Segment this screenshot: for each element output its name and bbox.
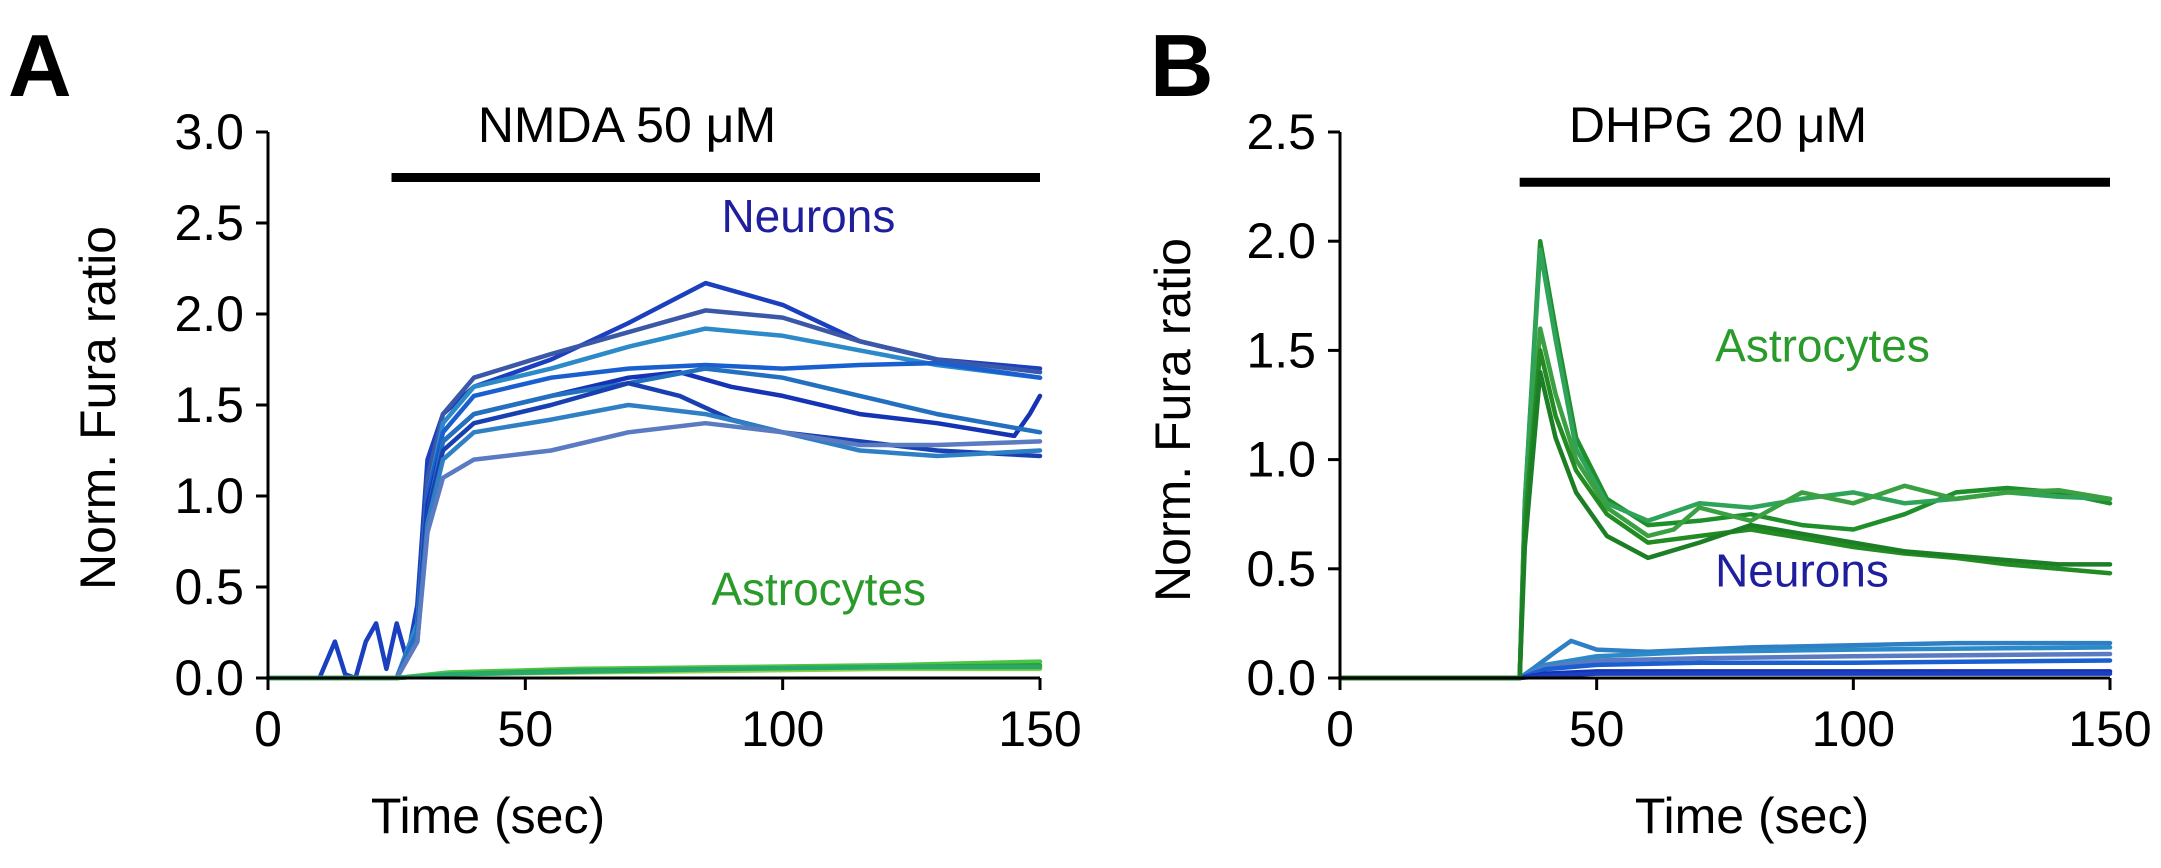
- panel-a-x-tick-label: 50: [498, 701, 554, 757]
- panel-b-trace-astrocyte-1: [1337, 238, 2113, 681]
- panel-b-y-tick-label: 1.0: [1246, 432, 1316, 488]
- panel-a-annotations: Neurons Astrocytes: [711, 190, 926, 615]
- panel-b-label-neurons: Neurons: [1715, 544, 1889, 596]
- panel-a-trace-neuron-3: [265, 326, 1043, 681]
- panel-a-y-tick-label: 0.0: [174, 650, 244, 706]
- panel-b-y-tick-label: 1.5: [1246, 322, 1316, 378]
- panel-b-y-ticks: 0.0 0.5 1.0 1.5 2.0 2.5: [1246, 104, 1340, 706]
- panel-a-y-tick-label: 0.5: [174, 559, 244, 615]
- panel-b-letter: B: [1150, 16, 1214, 115]
- panel-b-y-tick-label: 2.5: [1246, 104, 1316, 160]
- panel-a-trace-neuron-5: [265, 369, 1043, 681]
- panel-b-x-ticks: 0 50 100 150: [1326, 678, 2152, 757]
- panel-a-x-tick-label: 150: [998, 701, 1081, 757]
- panel-b-y-axis-title: Norm. Fura ratio: [1145, 238, 1201, 602]
- panel-b-traces: [1337, 238, 2113, 681]
- panel-b-x-tick-label: 50: [1569, 701, 1625, 757]
- panel-a: A NMDA 50 μM 0.0 0.5 1.0 1.5 2.0 2.5 3.0 0 50 10…: [8, 16, 1082, 844]
- panel-b-x-tick-label: 100: [1812, 701, 1895, 757]
- panel-a-y-tick-label: 2.0: [174, 286, 244, 342]
- panel-b-y-tick-label: 0.0: [1246, 650, 1316, 706]
- panel-a-y-tick-label: 3.0: [174, 104, 244, 160]
- panel-a-letter: A: [8, 16, 72, 115]
- panel-b: B DHPG 20 μM 0.0 0.5 1.0 1.5 2.0 2.5 0 50 100 15…: [1145, 16, 2152, 844]
- panel-a-y-axis-title: Norm. Fura ratio: [70, 226, 126, 590]
- panel-a-y-ticks: 0.0 0.5 1.0 1.5 2.0 2.5 3.0: [174, 104, 268, 706]
- panel-b-x-tick-label: 0: [1326, 701, 1354, 757]
- panel-b-trace-astrocyte-5: [1337, 369, 2113, 681]
- panel-a-y-tick-label: 1.5: [174, 377, 244, 433]
- panel-a-y-tick-label: 2.5: [174, 195, 244, 251]
- panel-b-trace-astrocyte-2: [1337, 247, 2113, 681]
- panel-a-label-astrocytes: Astrocytes: [711, 563, 926, 615]
- panel-a-traces: [265, 280, 1043, 681]
- panel-a-x-tick-label: 100: [741, 701, 824, 757]
- panel-a-x-tick-label: 0: [254, 701, 282, 757]
- panel-a-label-neurons: Neurons: [721, 190, 895, 242]
- panel-a-trace-neuron-9: [265, 420, 1043, 681]
- panel-b-y-tick-label: 0.5: [1246, 541, 1316, 597]
- panel-b-x-axis-title: Time (sec): [1635, 788, 1869, 844]
- panel-a-trace-neuron-6: [265, 366, 1043, 681]
- panel-a-application-label: NMDA 50 μM: [478, 97, 776, 153]
- panel-a-y-tick-label: 1.0: [174, 468, 244, 524]
- panel-b-application-label: DHPG 20 μM: [1569, 97, 1867, 153]
- panel-b-y-tick-label: 2.0: [1246, 213, 1316, 269]
- panel-b-x-tick-label: 150: [2068, 701, 2151, 757]
- panel-a-x-axis-title: Time (sec): [371, 788, 605, 844]
- panel-a-x-ticks: 0 50 100 150: [254, 678, 1082, 757]
- panel-b-annotations: Astrocytes Neurons: [1715, 319, 1930, 596]
- panel-b-label-astrocytes: Astrocytes: [1715, 319, 1930, 371]
